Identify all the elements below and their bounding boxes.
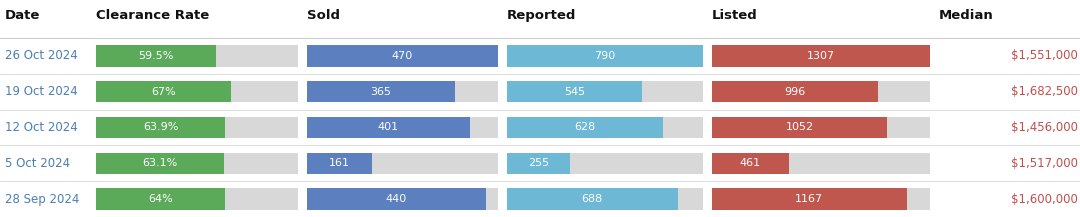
- Bar: [507, 81, 643, 102]
- Bar: [712, 153, 930, 174]
- Text: 461: 461: [740, 158, 760, 168]
- Bar: [96, 45, 216, 67]
- Bar: [507, 117, 703, 138]
- Bar: [712, 45, 930, 67]
- Text: Listed: Listed: [712, 10, 757, 22]
- Text: Clearance Rate: Clearance Rate: [96, 10, 210, 22]
- Text: 628: 628: [575, 122, 595, 133]
- Bar: [307, 153, 498, 174]
- Text: 67%: 67%: [151, 87, 176, 97]
- Bar: [712, 81, 930, 102]
- Text: 161: 161: [329, 158, 350, 168]
- Text: 688: 688: [581, 194, 603, 204]
- Bar: [0, 145, 1080, 181]
- Bar: [307, 188, 498, 210]
- Bar: [96, 81, 298, 102]
- Bar: [712, 153, 788, 174]
- Bar: [507, 153, 703, 174]
- Text: $1,600,000: $1,600,000: [1011, 193, 1078, 205]
- Bar: [712, 45, 930, 67]
- Bar: [507, 117, 663, 138]
- Bar: [307, 117, 470, 138]
- Bar: [96, 45, 298, 67]
- Bar: [507, 188, 703, 210]
- Bar: [507, 188, 678, 210]
- Bar: [0, 38, 1080, 74]
- Bar: [0, 181, 1080, 217]
- Text: 255: 255: [528, 158, 549, 168]
- Bar: [507, 45, 703, 67]
- Text: 365: 365: [370, 87, 391, 97]
- Text: 64%: 64%: [148, 194, 173, 204]
- Text: 59.5%: 59.5%: [138, 51, 174, 61]
- Text: $1,517,000: $1,517,000: [1011, 157, 1078, 170]
- Text: 790: 790: [594, 51, 616, 61]
- Bar: [0, 74, 1080, 110]
- Text: Reported: Reported: [507, 10, 576, 22]
- Bar: [96, 117, 225, 138]
- Bar: [307, 153, 373, 174]
- Text: 1167: 1167: [795, 194, 823, 204]
- Text: Date: Date: [4, 10, 40, 22]
- Text: 12 Oct 2024: 12 Oct 2024: [5, 121, 78, 134]
- Text: 470: 470: [392, 51, 413, 61]
- Bar: [712, 117, 888, 138]
- Bar: [307, 188, 486, 210]
- Text: 19 Oct 2024: 19 Oct 2024: [5, 85, 78, 98]
- Bar: [96, 117, 298, 138]
- Bar: [96, 153, 224, 174]
- Text: 440: 440: [386, 194, 407, 204]
- Bar: [96, 188, 226, 210]
- Text: $1,456,000: $1,456,000: [1011, 121, 1078, 134]
- Bar: [712, 188, 930, 210]
- Text: 28 Sep 2024: 28 Sep 2024: [5, 193, 80, 205]
- Text: 26 Oct 2024: 26 Oct 2024: [5, 49, 78, 62]
- Bar: [307, 81, 498, 102]
- Text: Sold: Sold: [307, 10, 340, 22]
- Bar: [712, 117, 930, 138]
- Bar: [712, 81, 878, 102]
- Text: 401: 401: [378, 122, 399, 133]
- Bar: [307, 45, 498, 67]
- Bar: [307, 45, 498, 67]
- Bar: [0, 110, 1080, 145]
- Bar: [96, 153, 298, 174]
- Bar: [96, 188, 298, 210]
- Text: 63.1%: 63.1%: [143, 158, 177, 168]
- Text: 1307: 1307: [807, 51, 835, 61]
- Bar: [507, 153, 570, 174]
- Bar: [507, 81, 703, 102]
- Text: 1052: 1052: [785, 122, 813, 133]
- Bar: [307, 81, 455, 102]
- Text: 5 Oct 2024: 5 Oct 2024: [5, 157, 70, 170]
- Text: Median: Median: [939, 10, 994, 22]
- Text: $1,551,000: $1,551,000: [1011, 49, 1078, 62]
- Text: 545: 545: [564, 87, 585, 97]
- Bar: [712, 188, 906, 210]
- Text: 63.9%: 63.9%: [143, 122, 178, 133]
- Bar: [96, 81, 231, 102]
- Text: 996: 996: [784, 87, 806, 97]
- Text: $1,682,500: $1,682,500: [1011, 85, 1078, 98]
- Bar: [507, 45, 703, 67]
- Bar: [307, 117, 498, 138]
